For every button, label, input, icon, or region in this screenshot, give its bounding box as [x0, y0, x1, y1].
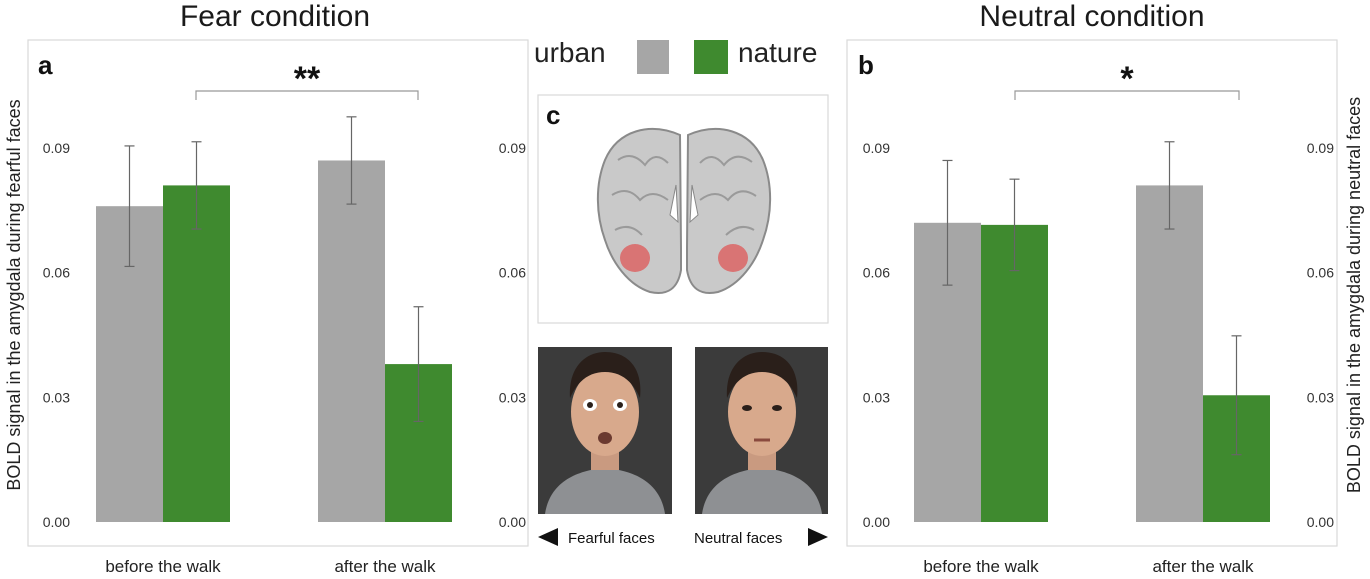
chart-b-ytick-label: 0.00 [863, 514, 890, 530]
middle-ytick-label: 0.09 [499, 140, 526, 156]
middle-ytick-label: 0.06 [499, 265, 526, 281]
chart-b-title: Neutral condition [979, 0, 1204, 33]
b-category-label: after the walk [1152, 557, 1254, 574]
chart-a-frame [27, 39, 529, 547]
middle-column: urban nature 0.00 0.03 0.06 0.09 c [499, 37, 829, 547]
chart-b-yticks: 0.00 0.03 0.06 0.09 [863, 140, 890, 530]
brain-coronal-section-icon [596, 127, 772, 294]
chart-a-category-labels: before the walk after the walk [105, 557, 436, 576]
chart-b-right-ytick-label: 0.00 [1307, 514, 1334, 530]
chart-b-yticks-right: 0.00 0.03 0.06 0.09 [1307, 140, 1334, 530]
amygdala-left-highlight [620, 244, 650, 272]
chart-a: a BOLD signal in the amygdala during fea… [4, 39, 529, 576]
chart-a-ytick-label: 0.09 [43, 140, 70, 156]
fearful-faces-caption: Fearful faces [568, 530, 655, 547]
chart-b-right-ytick-label: 0.09 [1307, 140, 1334, 156]
chart-b-bars [914, 185, 1270, 523]
chart-a-ylabel: BOLD signal in the amygdala during fearf… [4, 99, 24, 490]
legend-nature-swatch [694, 40, 728, 74]
chart-a-yticks: 0.00 0.03 0.06 0.09 [43, 140, 70, 530]
middle-yticks: 0.00 0.03 0.06 0.09 [499, 140, 526, 530]
chart-b-ytick-label: 0.09 [863, 140, 890, 156]
b-bar-nature [981, 224, 1048, 522]
chart-b-right-ytick-label: 0.06 [1307, 265, 1334, 281]
brain-panel-letter: c [546, 100, 560, 130]
b-bar-urban [1136, 185, 1203, 522]
neutral-faces-caption: Neutral faces [694, 530, 782, 547]
chart-b-ylabel: BOLD signal in the amygdala during neutr… [1344, 97, 1364, 493]
legend-urban-swatch [637, 40, 669, 74]
chart-b-right-ytick-label: 0.03 [1307, 389, 1334, 405]
legend-urban-label: urban [534, 37, 606, 68]
chart-b-significance-bracket [1014, 90, 1240, 100]
chart-a-significance: ** [294, 60, 321, 98]
a-category-label: before the walk [105, 557, 221, 574]
chart-a-error-bars [124, 116, 424, 423]
neutral-face-photo-icon [695, 347, 828, 514]
b-category-label: before the walk [923, 557, 1039, 574]
chart-b-error-bars [942, 141, 1242, 456]
chart-a-ytick-label: 0.03 [43, 389, 70, 405]
right-arrow-icon [808, 528, 828, 546]
chart-a-title: Fear condition [180, 0, 370, 33]
chart-b-significance: * [1120, 60, 1134, 98]
chart-a-ytick-label: 0.00 [43, 514, 70, 530]
chart-b-panel-letter: b [858, 50, 874, 80]
chart-b-ytick-label: 0.03 [863, 389, 890, 405]
fearful-face-photo-icon [538, 347, 672, 514]
middle-ytick-label: 0.00 [499, 514, 526, 530]
a-bar-urban [318, 160, 385, 522]
brain-panel-frame [537, 94, 829, 324]
chart-b: b BOLD signal in the amygdala during neu… [846, 39, 1364, 576]
amygdala-right-highlight [718, 244, 748, 272]
middle-ytick-label: 0.03 [499, 389, 526, 405]
chart-a-significance-bracket [195, 90, 419, 100]
chart-b-frame [846, 39, 1338, 547]
a-category-label: after the walk [334, 557, 436, 574]
left-arrow-icon [538, 528, 558, 546]
a-bar-nature [163, 185, 230, 522]
legend-nature-label: nature [738, 37, 817, 68]
chart-a-ytick-label: 0.06 [43, 265, 70, 281]
chart-a-panel-letter: a [38, 50, 53, 80]
chart-b-ytick-label: 0.06 [863, 265, 890, 281]
chart-b-category-labels: before the walk after the walk [923, 557, 1254, 576]
chart-a-bars [96, 160, 452, 522]
